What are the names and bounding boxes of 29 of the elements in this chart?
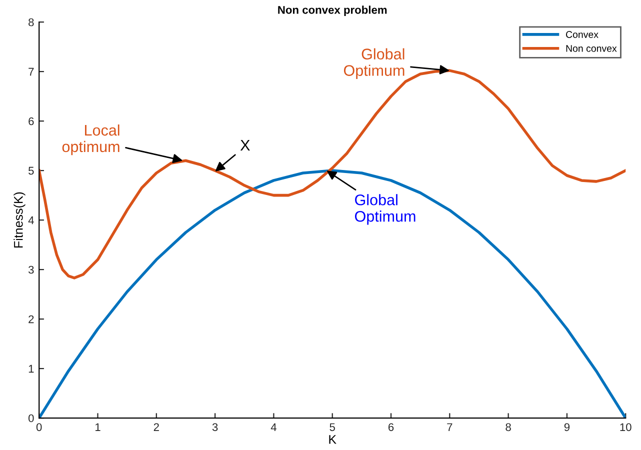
x-tick-label: 7: [447, 423, 452, 431]
x-tick-label: 2: [154, 423, 159, 431]
y-axis-title: Fitness(K): [14, 192, 26, 248]
annotation: Global Optimum: [354, 194, 416, 225]
y-tick-label: 3: [28, 266, 34, 274]
y-tick-label: 5: [28, 166, 34, 175]
x-tick-label: 9: [564, 423, 570, 432]
annotation: X: [240, 140, 250, 150]
x-tick-label: 6: [388, 423, 394, 432]
y-tick-label: 0: [28, 414, 34, 422]
x-tick-label: 4: [270, 423, 276, 431]
x-tick-label: 3: [212, 423, 218, 432]
y-tick-label: 6: [28, 117, 34, 126]
annotation: Global Optimum: [344, 48, 404, 79]
legend-label: Non convex: [566, 45, 617, 52]
x-axis-title: K: [329, 435, 336, 444]
x-tick-label: 1: [96, 423, 100, 431]
x-tick-label: 5: [330, 423, 335, 432]
x-tick-label: 10: [620, 423, 632, 432]
x-tick-label: 8: [506, 423, 511, 432]
y-tick-label: 1: [28, 364, 34, 373]
y-tick-label: 4: [28, 216, 34, 224]
y-tick-label: 8: [28, 18, 34, 26]
y-tick-label: 7: [28, 68, 34, 76]
x-tick-label: 0: [36, 423, 42, 432]
legend-label: Convex: [566, 31, 598, 38]
annotation: Local optimum: [62, 124, 120, 156]
y-tick-label: 2: [28, 315, 34, 324]
chart-title: Non convex problem: [278, 6, 387, 16]
